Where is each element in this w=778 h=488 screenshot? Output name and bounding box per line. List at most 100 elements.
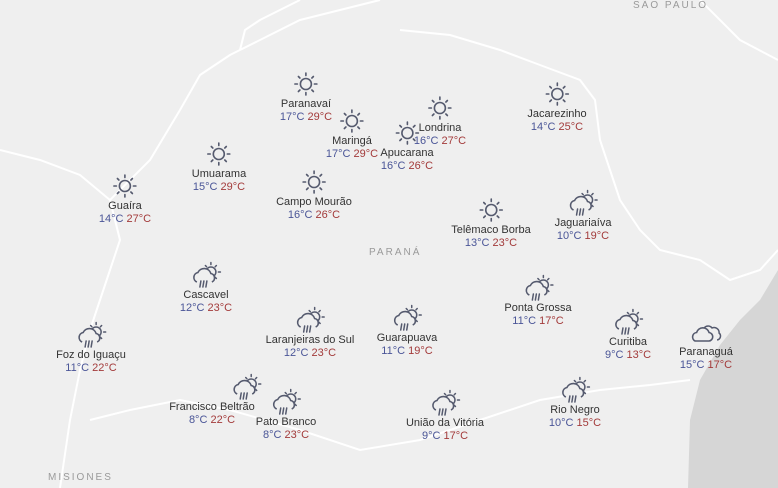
city-marker-uniao-da-vitoria[interactable]: União da Vitória 9°C 17°C [406,389,484,443]
city-temps: 11°C 19°C [377,345,438,358]
max-temp: 23°C [207,302,233,314]
city-temps: 14°C 25°C [527,121,586,134]
max-temp: 22°C [92,362,117,374]
city-name: Umuarama [191,168,247,180]
city-temps: 17°C 29°C [280,111,332,124]
city-marker-rio-negro[interactable]: Rio Negro 10°C 15°C [549,376,601,430]
min-temp: 15°C [192,181,218,193]
max-temp: 15°C [576,417,602,429]
max-temp: 17°C [443,430,469,442]
cloud-icon [691,325,722,342]
sun-rain-icon [615,308,644,335]
city-temps: 8°C 23°C [256,429,317,442]
city-marker-maringa[interactable]: Maringá 17°C 29°C [326,107,378,161]
max-temp: 26°C [315,209,341,221]
min-temp: 10°C [548,417,574,429]
min-temp: 9°C [604,349,624,361]
min-temp: 11°C [512,315,537,327]
max-temp: 13°C [626,349,652,361]
city-name: Foz do Iguaçu [56,349,126,361]
city-temps: 11°C 17°C [504,315,571,328]
city-temps: 12°C 23°C [180,302,232,315]
city-temps: 8°C 22°C [169,414,255,427]
max-temp: 19°C [584,230,610,242]
city-name: Telêmaco Borba [451,224,531,236]
sun-rain-icon [297,306,326,333]
city-temps: 16°C 26°C [276,209,352,222]
city-marker-campo-mourao[interactable]: Campo Mourão 16°C 26°C [276,168,352,222]
city-marker-guarapuava[interactable]: Guarapuava 11°C 19°C [376,304,438,358]
max-temp: 27°C [126,213,152,225]
min-temp: 11°C [381,345,406,357]
sun-rain-icon [432,389,461,416]
min-temp: 8°C [262,429,282,441]
city-temps: 9°C 13°C [605,349,651,362]
min-temp: 12°C [283,347,309,359]
city-marker-umuarama[interactable]: Umuarama 15°C 29°C [192,140,246,194]
city-name: Apucarana [380,147,434,159]
city-name: Rio Negro [550,404,600,416]
city-marker-guaira[interactable]: Guaíra 14°C 27°C [99,172,151,226]
city-marker-apucarana[interactable]: Apucarana 16°C 26°C [380,119,434,173]
city-temps: 14°C 27°C [99,213,151,226]
city-name: Jacarezinho [527,108,587,120]
max-temp: 17°C [707,359,733,371]
city-temps: 15°C 17°C [679,359,733,372]
sun-rain-icon [394,304,423,331]
city-name: Paranavaí [280,98,332,110]
city-marker-ponta-grossa[interactable]: Ponta Grossa 11°C 17°C [504,274,572,328]
city-marker-jacarezinho[interactable]: Jacarezinho 14°C 25°C [527,80,587,134]
sun-rain-icon [525,274,554,301]
sun-icon [207,142,231,166]
city-temps: 17°C 29°C [326,148,378,161]
city-marker-jaguariaiva[interactable]: Jaguariaíva 10°C 19°C [555,189,612,243]
city-name: Ponta Grossa [504,302,572,314]
city-temps: 16°C 26°C [380,160,433,173]
city-name: Guaíra [108,200,142,212]
city-marker-telemaco-borba[interactable]: Telêmaco Borba 13°C 23°C [451,196,531,250]
city-marker-francisco-beltrao[interactable]: Francisco Beltrão 8°C 22°C [169,373,262,427]
sun-icon [545,82,569,106]
region-label-misiones: MISIONES [48,472,113,483]
sun-icon [428,96,452,120]
max-temp: 19°C [408,345,433,357]
city-marker-foz-do-iguacu[interactable]: Foz do Iguaçu 11°C 22°C [56,321,126,375]
min-temp: 15°C [679,359,705,371]
sun-icon [479,198,503,222]
sun-rain-icon [562,376,591,403]
min-temp: 16°C [413,135,439,147]
max-temp: 27°C [441,135,467,147]
min-temp: 17°C [279,111,305,123]
city-temps: 15°C 29°C [192,181,246,194]
city-name: Curitiba [609,336,647,348]
city-name: União da Vitória [405,417,485,429]
max-temp: 29°C [353,148,379,160]
min-temp: 16°C [380,160,406,172]
region-label-parana: PARANÁ [369,247,422,258]
city-name: Maringá [332,135,372,147]
city-name: Cascavel [183,289,229,301]
city-marker-paranagua[interactable]: Paranaguá 15°C 17°C [679,318,733,372]
max-temp: 29°C [220,181,246,193]
city-name: Campo Mourão [276,196,352,208]
min-temp: 17°C [325,148,351,160]
ocean [688,270,778,488]
city-marker-curitiba[interactable]: Curitiba 9°C 13°C [605,308,651,362]
city-marker-paranavai[interactable]: Paranavaí 17°C 29°C [280,70,332,124]
city-marker-pato-branco[interactable]: Pato Branco 8°C 23°C [256,388,317,442]
min-temp: 8°C [188,414,208,426]
sun-icon [294,72,318,96]
city-name: Francisco Beltrão [169,401,255,413]
sun-icon [395,121,419,145]
max-temp: 26°C [408,160,434,172]
city-temps: 12°C 23°C [266,347,355,360]
city-name: Guarapuava [376,332,438,344]
city-temps: 13°C 23°C [451,237,531,250]
city-marker-londrina[interactable]: Londrina 16°C 27°C [414,94,466,148]
city-temps: 10°C 19°C [555,230,612,243]
city-marker-laranjeiras-do-sul[interactable]: Laranjeiras do Sul 12°C 23°C [266,306,355,360]
min-temp: 10°C [556,230,582,242]
city-marker-cascavel[interactable]: Cascavel 12°C 23°C [180,261,232,315]
